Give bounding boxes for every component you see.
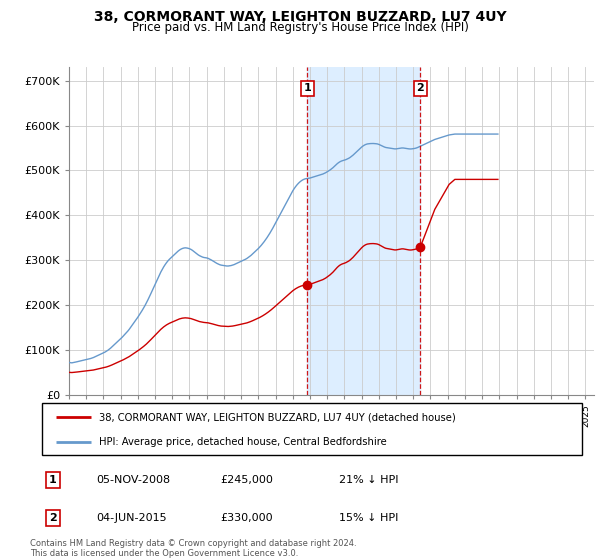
Text: 1: 1 xyxy=(304,83,311,94)
Text: 15% ↓ HPI: 15% ↓ HPI xyxy=(339,513,398,523)
Text: 2: 2 xyxy=(416,83,424,94)
Text: Price paid vs. HM Land Registry's House Price Index (HPI): Price paid vs. HM Land Registry's House … xyxy=(131,21,469,34)
Text: £245,000: £245,000 xyxy=(220,475,273,486)
Text: 21% ↓ HPI: 21% ↓ HPI xyxy=(339,475,398,486)
Text: £330,000: £330,000 xyxy=(220,513,273,523)
Text: 38, CORMORANT WAY, LEIGHTON BUZZARD, LU7 4UY (detached house): 38, CORMORANT WAY, LEIGHTON BUZZARD, LU7… xyxy=(98,412,455,422)
Text: 1: 1 xyxy=(49,475,56,486)
Text: 05-NOV-2008: 05-NOV-2008 xyxy=(96,475,170,486)
Text: Contains HM Land Registry data © Crown copyright and database right 2024.
This d: Contains HM Land Registry data © Crown c… xyxy=(30,539,356,558)
FancyBboxPatch shape xyxy=(42,403,582,455)
Text: 2: 2 xyxy=(49,513,56,523)
Text: HPI: Average price, detached house, Central Bedfordshire: HPI: Average price, detached house, Cent… xyxy=(98,437,386,447)
Text: 38, CORMORANT WAY, LEIGHTON BUZZARD, LU7 4UY: 38, CORMORANT WAY, LEIGHTON BUZZARD, LU7… xyxy=(94,10,506,24)
Text: 04-JUN-2015: 04-JUN-2015 xyxy=(96,513,167,523)
Bar xyxy=(307,67,421,395)
